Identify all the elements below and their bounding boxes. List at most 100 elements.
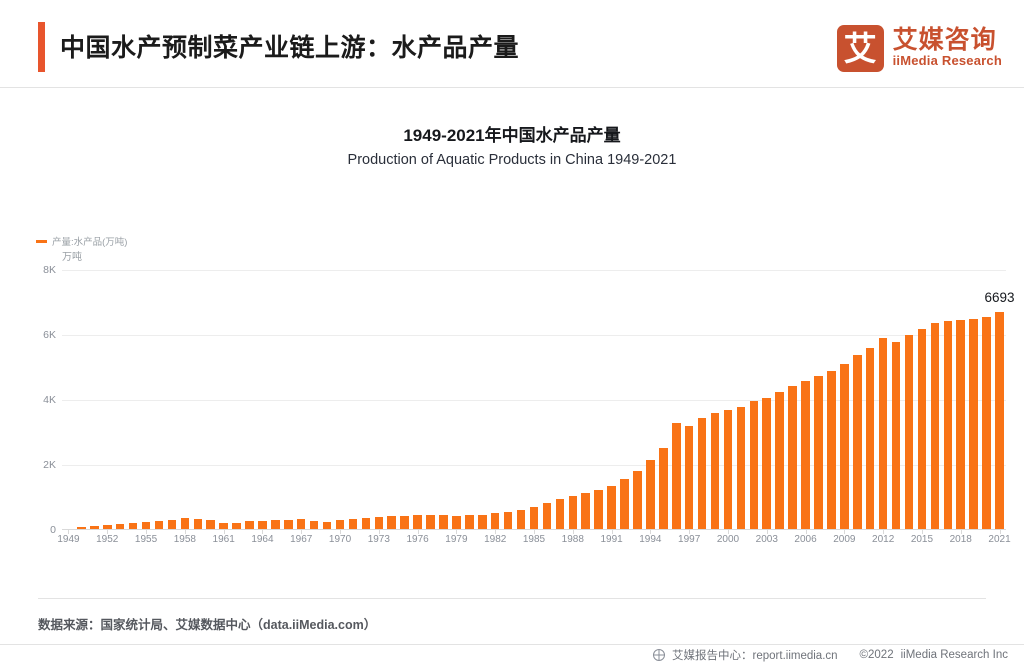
logo-mark-icon: 艾 — [836, 24, 884, 72]
bar[interactable] — [568, 495, 578, 530]
bar[interactable] — [296, 519, 306, 530]
x-axis-tick-mark — [883, 530, 885, 534]
data-source-note: 数据来源：国家统计局、艾媒数据中心（data.iiMedia.com） — [38, 618, 377, 632]
bar[interactable] — [90, 525, 99, 530]
bar[interactable] — [115, 523, 125, 530]
x-axis-tick-mark — [844, 530, 846, 534]
bar[interactable] — [865, 347, 875, 530]
bar[interactable] — [904, 335, 914, 530]
report-center-link[interactable]: 艾媒报告中心：report.iimedia.cn — [672, 650, 838, 662]
bar[interactable] — [982, 317, 991, 530]
bar[interactable] — [917, 329, 927, 530]
x-axis-tick-mark — [146, 530, 148, 534]
bar[interactable] — [956, 320, 965, 530]
bar[interactable] — [581, 492, 590, 530]
bar[interactable] — [995, 312, 1004, 530]
bottom-bar: 艾媒报告中心：report.iimedia.cn ©2022 iiMedia R… — [0, 644, 1024, 666]
x-axis-tick-mark — [999, 530, 1001, 534]
bar[interactable] — [671, 423, 681, 530]
bar[interactable] — [335, 519, 345, 530]
bar[interactable] — [361, 517, 371, 530]
bar[interactable] — [180, 517, 190, 530]
bar[interactable] — [322, 521, 332, 530]
bar[interactable] — [219, 523, 228, 530]
bar[interactable] — [465, 515, 474, 530]
bar[interactable] — [154, 521, 164, 530]
bar[interactable] — [594, 489, 603, 530]
bar[interactable] — [503, 512, 513, 530]
bar[interactable] — [258, 520, 267, 530]
bar[interactable] — [167, 519, 177, 530]
bar[interactable] — [684, 425, 694, 530]
bar-series: 6693 — [62, 270, 1015, 530]
bar[interactable] — [878, 338, 888, 530]
company-name: iiMedia Research Inc — [900, 649, 1008, 661]
brand-logo: 艾 艾媒咨询 iiMedia Research — [836, 24, 1002, 72]
bar[interactable] — [348, 518, 358, 530]
bar[interactable] — [271, 520, 280, 530]
bar[interactable] — [77, 527, 86, 530]
bar[interactable] — [633, 470, 642, 530]
x-axis-ticks: 1949 1952 1955 1958 1961 1964 1967 1970 1973 1976… — [57, 530, 1011, 552]
bar[interactable] — [555, 498, 565, 530]
bar[interactable] — [723, 409, 733, 530]
bar[interactable] — [891, 342, 901, 530]
bar[interactable] — [452, 516, 461, 530]
bar[interactable] — [309, 521, 319, 530]
bar[interactable] — [775, 391, 784, 530]
bar[interactable] — [749, 401, 759, 530]
bar[interactable] — [102, 524, 112, 530]
bar[interactable] — [374, 517, 384, 530]
header-divider — [0, 87, 1024, 88]
bar[interactable] — [284, 519, 293, 530]
footer-divider — [38, 598, 986, 599]
x-axis-tick-label: 1970 — [328, 534, 352, 545]
bar[interactable] — [646, 460, 655, 530]
bar[interactable] — [529, 507, 539, 530]
bar[interactable] — [141, 521, 151, 530]
x-axis-tick-label: 1961 — [212, 534, 235, 545]
bar[interactable] — [607, 486, 616, 530]
x-axis-tick-mark — [960, 530, 962, 534]
bar[interactable] — [827, 370, 836, 530]
bar[interactable] — [245, 521, 254, 530]
bar[interactable] — [930, 322, 940, 530]
bar[interactable] — [762, 397, 772, 530]
bar[interactable] — [943, 320, 953, 530]
x-axis-tick-label: 1988 — [561, 534, 584, 545]
bar[interactable] — [206, 520, 215, 530]
bar[interactable] — [387, 516, 397, 530]
bar[interactable] — [490, 513, 500, 530]
bar[interactable] — [801, 381, 810, 530]
x-axis-tick-mark — [766, 530, 768, 534]
bar[interactable] — [853, 355, 862, 530]
bar[interactable] — [439, 514, 448, 530]
bar[interactable] — [542, 503, 552, 530]
bar[interactable] — [969, 319, 978, 530]
bar[interactable] — [620, 479, 629, 530]
bar[interactable] — [426, 514, 435, 530]
y-axis-tick-label: 6K — [43, 329, 56, 341]
bar[interactable] — [788, 386, 797, 530]
bar[interactable] — [478, 515, 487, 530]
bar[interactable] — [413, 514, 422, 530]
bar[interactable] — [128, 522, 138, 530]
bar[interactable] — [400, 515, 409, 530]
bar[interactable] — [232, 522, 241, 530]
chart-legend[interactable]: 产量:水产品(万吨) — [36, 234, 127, 248]
x-axis-tick-label: 1994 — [639, 534, 662, 545]
bar[interactable] — [193, 518, 203, 530]
gridline — [62, 270, 1006, 271]
bar[interactable] — [840, 363, 849, 530]
bar-value-label: 6693 — [984, 290, 1015, 306]
logo-name-en: iiMedia Research — [892, 53, 1002, 69]
plot-area: 6693 — [62, 270, 1015, 530]
bar[interactable] — [659, 448, 668, 530]
bar[interactable] — [697, 417, 707, 530]
bar[interactable] — [736, 406, 746, 530]
bar[interactable] — [516, 509, 526, 530]
y-axis-tick-label: 8K — [43, 264, 56, 276]
x-axis-tick-label: 1973 — [367, 534, 390, 545]
bar[interactable] — [814, 375, 823, 530]
bar[interactable] — [710, 413, 720, 530]
